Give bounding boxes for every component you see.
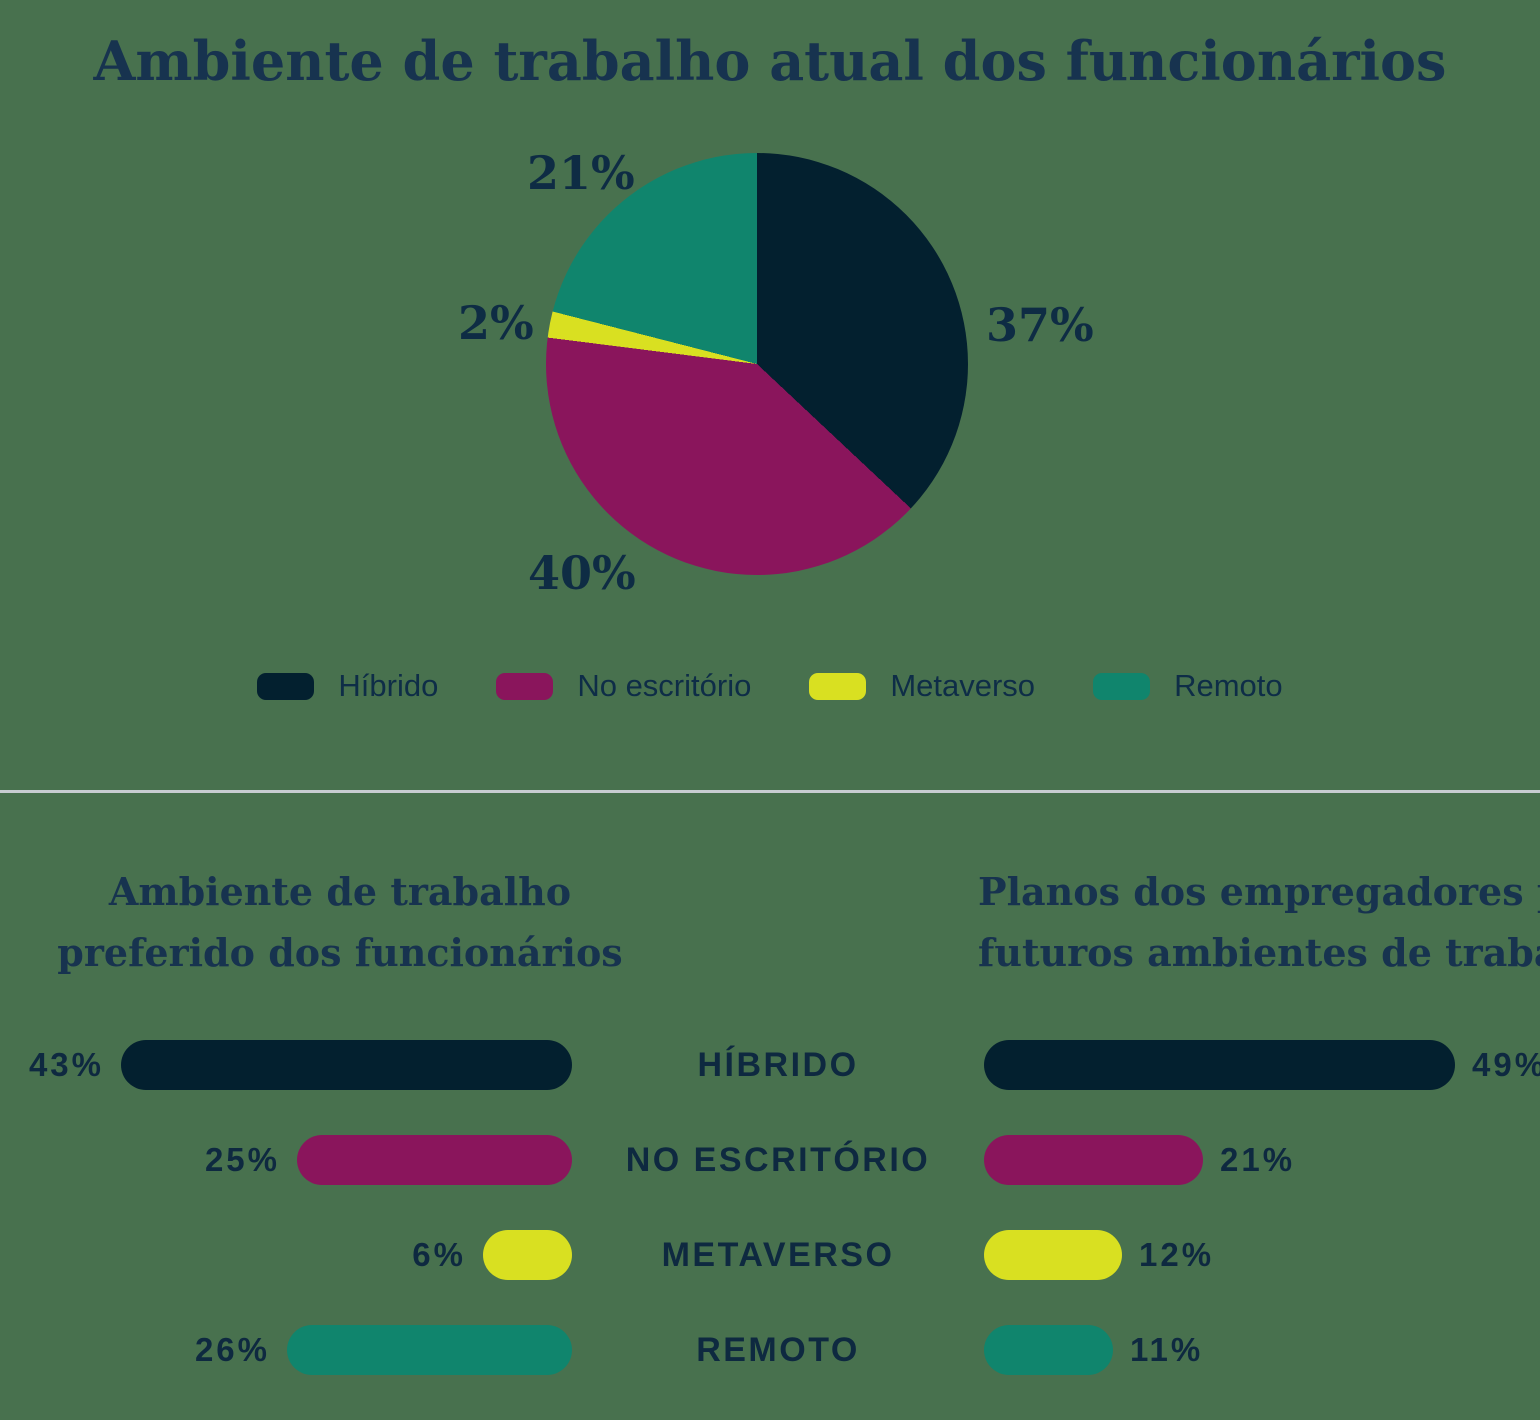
right-bar-value-label: 21%: [1220, 1141, 1296, 1178]
right-bar-chart-title-line1: Planos dos empregadores para: [978, 869, 1540, 914]
right-bar-chart-title-line2: futuros ambientes de trabalho: [978, 929, 1540, 975]
legend-swatch-no-escritorio: [496, 672, 554, 700]
legend-label: Híbrido: [338, 668, 439, 703]
left-bar-remoto: [287, 1325, 572, 1375]
left-bar-no-escritorio: [297, 1135, 572, 1185]
pie-chart-title: Ambiente de trabalho atual dos funcionár…: [93, 29, 1447, 93]
category-label: METAVERSO: [661, 1235, 895, 1274]
bar-row-remoto: 26% REMOTO 11%: [0, 1325, 1540, 1375]
left-bar-chart-title-line2: preferido dos funcionários: [57, 929, 623, 975]
left-bar-value-label: 43%: [28, 1046, 104, 1083]
pie-slice-label-no-escritorio: 40%: [528, 546, 636, 600]
right-bar-hibrido: [984, 1040, 1455, 1090]
bar-row-hibrido: 43% HÍBRIDO 49%: [0, 1040, 1540, 1090]
legend-item-hibrido: Híbrido: [257, 668, 438, 704]
left-bar-chart-title-line1: Ambiente de trabalho: [108, 869, 572, 914]
legend-item-no-escritorio: No escritório: [496, 668, 751, 704]
right-bar-value-label: 11%: [1130, 1331, 1204, 1368]
right-bar-remoto: [984, 1325, 1113, 1375]
legend-item-remoto: Remoto: [1093, 668, 1283, 704]
legend-swatch-metaverso: [809, 672, 867, 700]
pie-legend: Híbrido No escritório Metaverso Remoto: [0, 668, 1540, 704]
bar-row-no-escritorio: 25% NO ESCRITÓRIO 21%: [0, 1135, 1540, 1185]
pie-slice-label-hibrido: 37%: [986, 298, 1094, 352]
right-bar-value-label: 12%: [1139, 1236, 1215, 1273]
legend-label: No escritório: [577, 668, 752, 703]
category-label: HÍBRIDO: [697, 1045, 859, 1084]
legend-swatch-hibrido: [257, 672, 315, 700]
pie-chart: [546, 153, 968, 575]
category-label: REMOTO: [696, 1330, 860, 1369]
left-bar-value-label: 26%: [194, 1331, 270, 1368]
legend-label: Remoto: [1174, 668, 1283, 703]
legend-item-metaverso: Metaverso: [809, 668, 1035, 704]
left-bar-metaverso: [483, 1230, 572, 1280]
legend-label: Metaverso: [890, 668, 1036, 703]
right-bar-value-label: 49%: [1472, 1046, 1540, 1083]
right-bar-no-escritorio: [984, 1135, 1203, 1185]
right-bar-chart-title: Planos dos empregadores para futuros amb…: [978, 862, 1540, 984]
bar-comparison-rows: 43% HÍBRIDO 49% 25% NO ESCRITÓRIO 21% 6%: [0, 1040, 1540, 1420]
left-bar-chart-title: Ambiente de trabalho preferido dos funci…: [40, 862, 640, 984]
bar-row-metaverso: 6% METAVERSO 12%: [0, 1230, 1540, 1280]
left-bar-value-label: 6%: [412, 1236, 466, 1273]
section-divider: [0, 790, 1540, 793]
legend-swatch-remoto: [1093, 672, 1151, 700]
left-bar-value-label: 25%: [204, 1141, 280, 1178]
right-bar-metaverso: [984, 1230, 1122, 1280]
pie-slice-label-metaverso: 2%: [458, 296, 534, 350]
category-label: NO ESCRITÓRIO: [625, 1140, 931, 1179]
pie-slice-label-remoto: 21%: [527, 146, 635, 200]
left-bar-hibrido: [121, 1040, 572, 1090]
